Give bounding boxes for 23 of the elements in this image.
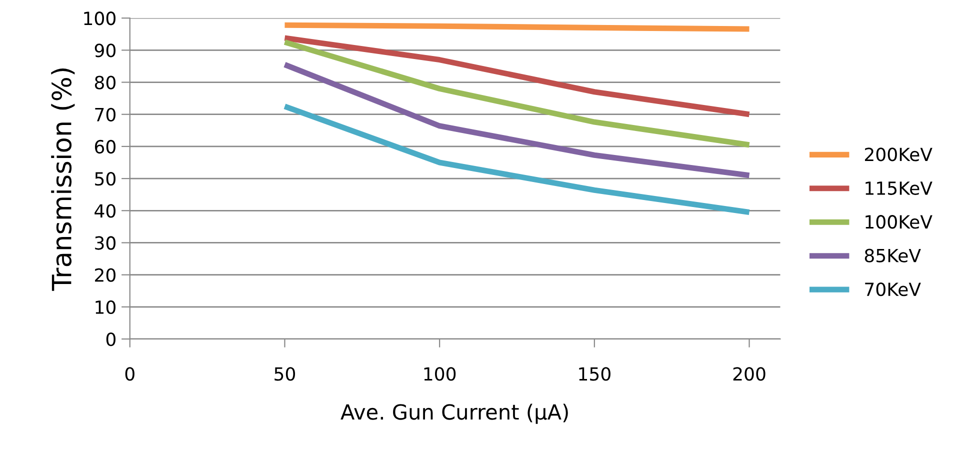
legend-label: 70KeV — [865, 282, 921, 296]
y-axis-title: Transmission (%) — [51, 68, 75, 291]
y-tick-label: 80 — [94, 76, 116, 90]
y-tick-label: 90 — [94, 44, 116, 58]
y-tick-label: 60 — [94, 140, 116, 154]
y-tick-label: 0 — [106, 332, 116, 346]
y-tick-label: 100 — [84, 12, 116, 26]
legend-label: 115KeV — [866, 182, 932, 195]
legend-label: 85KeV — [864, 248, 921, 262]
y-tick-label: 50 — [95, 172, 116, 186]
legend-label: 200KeV — [864, 148, 932, 162]
y-tick-label: 30 — [95, 236, 116, 250]
x-tick-label: 0 — [125, 367, 134, 381]
y-tick-label: 40 — [94, 204, 116, 218]
y-tick-label: 70 — [95, 108, 116, 122]
legend-label: 100KeV — [866, 215, 932, 229]
y-tick-label: 20 — [95, 268, 116, 282]
x-tick-label: 200 — [733, 367, 766, 381]
x-tick-label: 50 — [274, 367, 296, 381]
x-axis-title: Ave. Gun Current (µA) — [340, 404, 568, 424]
x-tick-label: 150 — [579, 367, 610, 381]
x-tick-label: 100 — [424, 367, 456, 381]
y-tick-label: 10 — [96, 300, 116, 314]
